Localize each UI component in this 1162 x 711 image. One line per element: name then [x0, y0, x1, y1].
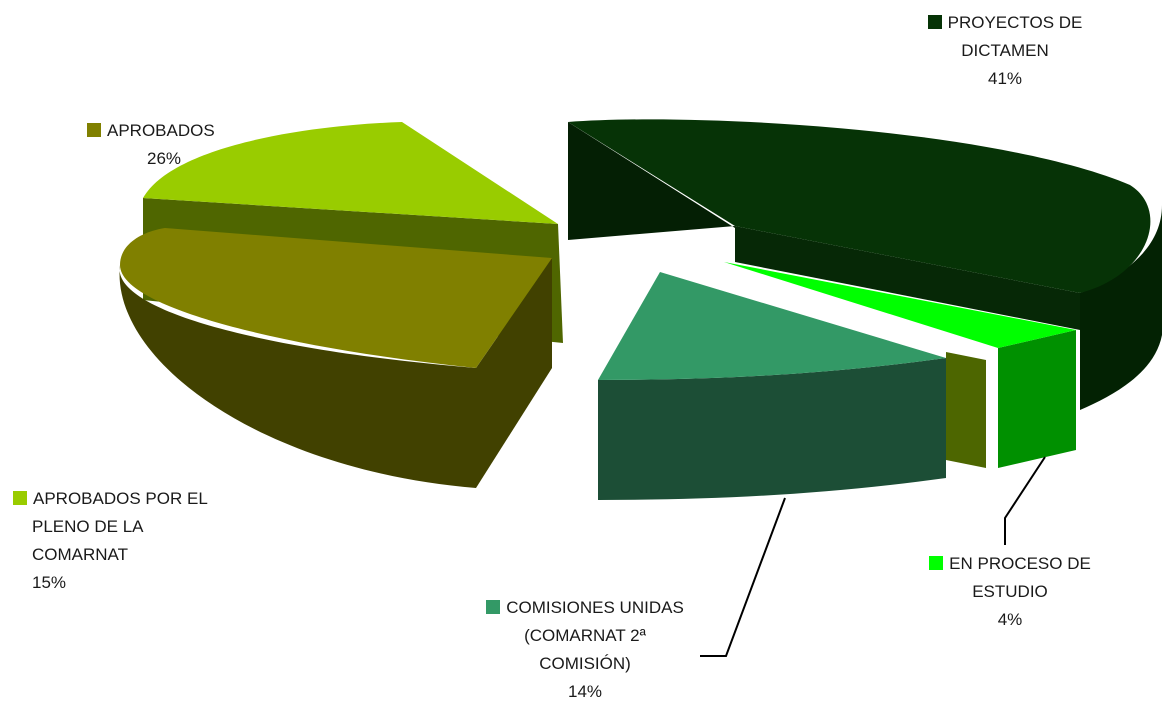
label-en-proceso-line2: ESTUDIO: [972, 582, 1048, 601]
label-comisiones: COMISIONES UNIDAS (COMARNAT 2ª COMISIÓN)…: [455, 594, 715, 706]
legend-swatch-aprobados-pleno: [13, 491, 27, 505]
pie-slice-proyectos-cut: [568, 122, 735, 240]
pie-slice-comisiones-side: [598, 358, 946, 500]
label-comisiones-line1: COMISIONES UNIDAS: [506, 598, 684, 617]
label-aprobados: APROBADOS 26%: [87, 117, 257, 173]
label-en-proceso: EN PROCESO DE ESTUDIO 4%: [900, 550, 1120, 634]
label-comisiones-line2: (COMARNAT 2ª: [524, 626, 646, 645]
leader-line-en-proceso: [1004, 456, 1046, 545]
label-aprobados-pleno-line2: PLENO DE LA: [32, 517, 144, 536]
pie-slice-proyectos: [568, 119, 1162, 410]
legend-swatch-comisiones: [486, 600, 501, 614]
label-proyectos-value: 41%: [987, 69, 1023, 88]
label-proyectos: PROYECTOS DE DICTAMEN 41%: [900, 9, 1110, 93]
legend-swatch-aprobados: [87, 123, 101, 137]
legend-swatch-en-proceso: [929, 556, 944, 570]
pie-slice-comisiones: [598, 272, 946, 500]
label-aprobados-pleno-value: 15%: [32, 573, 67, 592]
pie-slice-comisiones-top: [598, 272, 946, 380]
label-comisiones-line3: COMISIÓN): [539, 654, 631, 673]
label-proyectos-line1: PROYECTOS DE: [947, 13, 1083, 32]
label-aprobados-pleno-line1: APROBADOS POR EL: [33, 489, 208, 508]
label-aprobados-line1: APROBADOS: [107, 121, 215, 140]
label-aprobados-value: 26%: [147, 149, 182, 168]
pie-slice-aprobados-pleno-top: [120, 228, 552, 368]
label-comisiones-value: 14%: [567, 682, 603, 701]
label-proyectos-line2: DICTAMEN: [961, 41, 1049, 60]
pie-slice-proyectos-inner: [735, 226, 1080, 330]
pie-slice-aprobados-pleno: [119, 228, 552, 488]
pie-slice-proyectos-side: [1080, 205, 1162, 410]
pie-slice-aprobados-top: [143, 122, 558, 224]
pie-slice-en-proceso-top: [724, 262, 1076, 348]
pie-slice-en-proceso: [724, 262, 1076, 468]
legend-swatch-proyectos: [927, 15, 942, 29]
label-aprobados-pleno: APROBADOS POR EL PLENO DE LA COMARNAT 15…: [13, 485, 243, 597]
leader-line-comisiones: [700, 497, 786, 657]
pie-slice-en-proceso-front: [998, 330, 1076, 468]
pie-slice-divider: [713, 266, 986, 468]
pie-slice-proyectos-top: [568, 119, 1151, 293]
pie-slice-aprobados-pleno-edge: [476, 258, 552, 488]
label-en-proceso-value: 4%: [997, 610, 1023, 629]
label-en-proceso-line1: EN PROCESO DE: [949, 554, 1091, 573]
label-aprobados-pleno-line3: COMARNAT: [32, 545, 129, 564]
pie-slice-aprobados-pleno-side: [119, 265, 476, 488]
